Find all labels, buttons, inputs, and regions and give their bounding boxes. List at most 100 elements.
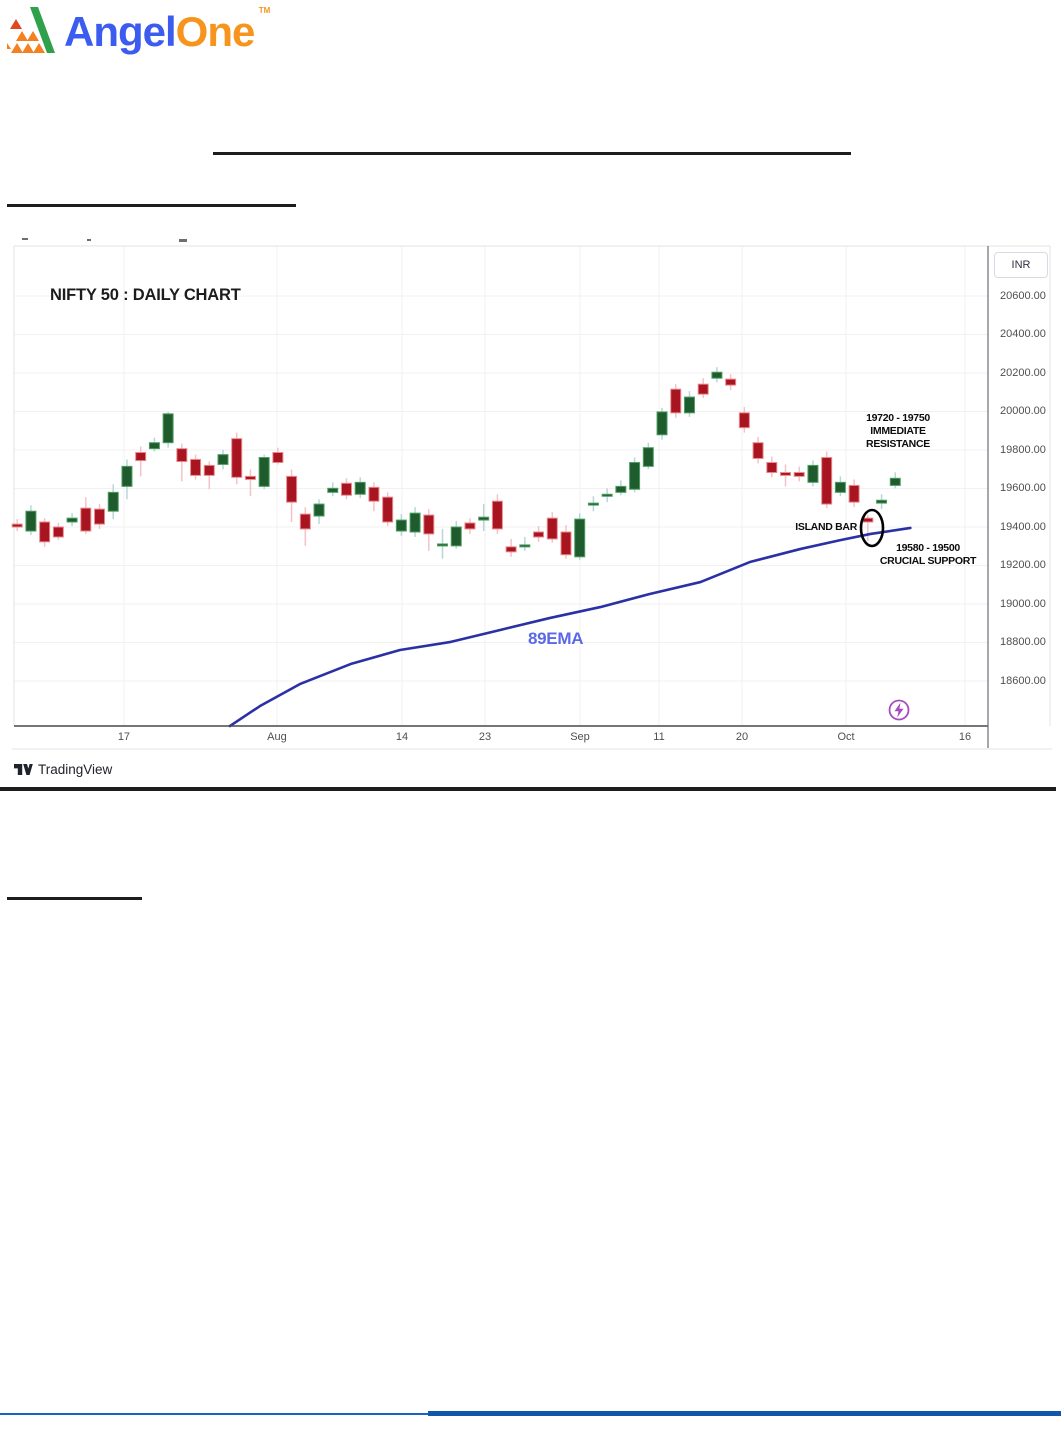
candle <box>876 499 888 504</box>
candle <box>327 487 339 493</box>
cropped-text-artifact <box>179 239 187 242</box>
candle <box>25 510 37 532</box>
candle <box>258 457 270 487</box>
candle <box>821 457 833 505</box>
time-tick-label: 11 <box>653 731 665 743</box>
angelone-logo-mark <box>7 7 55 53</box>
candle <box>313 503 325 517</box>
candle <box>39 521 51 543</box>
candle <box>546 517 558 540</box>
candle <box>368 486 380 502</box>
candle <box>519 544 531 548</box>
ema-label: 89EMA <box>528 629 584 648</box>
flash-icon[interactable] <box>888 699 910 721</box>
chart-canvas[interactable] <box>0 0 1061 800</box>
candle <box>121 465 133 487</box>
annotation-support: 19580 - 19500 CRUCIAL SUPPORT <box>858 542 998 568</box>
candle <box>162 413 174 444</box>
candle <box>94 508 106 525</box>
candle <box>437 543 449 547</box>
candle <box>409 512 421 533</box>
candle <box>66 517 78 523</box>
candle <box>738 412 750 429</box>
candle <box>299 513 311 530</box>
candle <box>450 526 462 547</box>
price-tick-label: 20200.00 <box>1000 366 1046 379</box>
ema-line <box>228 526 912 728</box>
candle <box>354 481 366 495</box>
candle <box>505 546 517 553</box>
price-tick-label: 20000.00 <box>1000 405 1046 417</box>
candle <box>533 531 545 538</box>
candle <box>697 383 709 395</box>
time-tick-label: 23 <box>478 731 492 743</box>
candle <box>560 531 572 556</box>
tradingview-label: TradingView <box>38 762 113 777</box>
candle-island-bar <box>862 517 874 523</box>
price-tick-label: 20600.00 <box>1000 289 1046 302</box>
annotation-resistance: 19720 - 19750 IMMEDIATE RESISTANCE <box>838 412 958 451</box>
candle <box>176 448 188 463</box>
candle <box>574 518 586 558</box>
time-tick-label: 14 <box>395 731 409 743</box>
candle <box>711 371 723 379</box>
candle <box>766 462 778 474</box>
currency-button[interactable]: INR <box>994 252 1048 278</box>
heading-rule-main <box>213 152 851 155</box>
subheading-rule <box>7 897 142 900</box>
candle <box>601 493 613 497</box>
time-tick-label: Sep <box>570 731 590 743</box>
price-tick-label: 18800.00 <box>1000 636 1046 648</box>
candle <box>656 411 668 436</box>
support-label: CRUCIAL SUPPORT <box>879 555 977 567</box>
candle <box>587 502 599 506</box>
price-tick-label: 19800.00 <box>1000 443 1046 456</box>
candle <box>286 475 298 503</box>
price-tick-label: 18600.00 <box>1000 674 1046 687</box>
candle <box>464 522 476 530</box>
footer-rule-right <box>428 1411 1061 1416</box>
footer-rule-left <box>0 1413 430 1415</box>
angelone-logo: AngelOne TM <box>6 4 306 60</box>
candle <box>780 472 792 476</box>
heading-rule-sub <box>7 204 296 207</box>
resistance-label: IMMEDIATE RESISTANCE <box>866 425 930 450</box>
price-tick-label: 19600.00 <box>1000 482 1046 494</box>
candle <box>217 454 229 465</box>
candle <box>382 496 394 523</box>
candle <box>244 475 256 480</box>
candle <box>231 438 243 478</box>
candle <box>491 500 503 530</box>
candle <box>889 477 901 486</box>
candle <box>272 452 284 464</box>
cropped-text-artifact <box>22 238 28 240</box>
candle <box>11 523 23 528</box>
candle <box>148 442 160 450</box>
price-tick-label: 19200.00 <box>1000 559 1046 571</box>
candle <box>725 378 737 386</box>
candle <box>203 464 215 476</box>
candle <box>807 464 819 483</box>
candle <box>107 491 119 512</box>
time-tick-label: 16 <box>958 731 972 743</box>
brand-wordmark: AngelOne TM <box>64 7 270 53</box>
candle <box>683 396 695 414</box>
candle <box>629 462 641 490</box>
candle <box>52 526 64 538</box>
support-range: 19580 - 19500 <box>896 542 960 554</box>
price-tick-label: 19400.00 <box>1000 520 1046 533</box>
tradingview-icon <box>14 764 33 775</box>
price-tick-label: 19000.00 <box>1000 597 1046 610</box>
island-bar-ellipse <box>859 508 885 548</box>
candle <box>478 516 490 521</box>
flash-icon-bolt <box>894 702 904 718</box>
section-rule-full <box>0 787 1056 791</box>
candle <box>395 519 407 532</box>
candle <box>793 472 805 477</box>
cropped-text-artifact <box>87 239 91 241</box>
tradingview-attribution[interactable]: TradingView <box>13 762 112 777</box>
candle <box>135 452 147 462</box>
chart-title: NIFTY 50 : DAILY CHART <box>50 286 241 304</box>
time-tick-label: Oct <box>837 731 855 743</box>
